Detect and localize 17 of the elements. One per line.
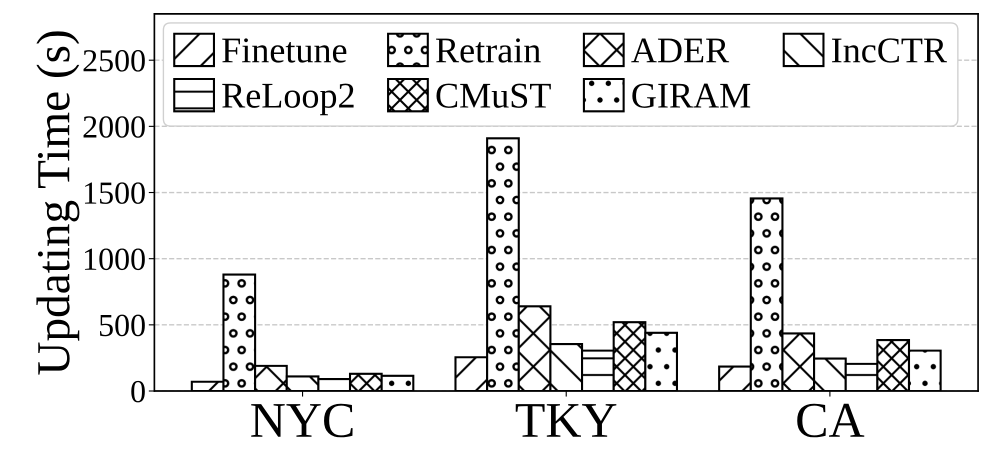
y-tick-label: 1000 [84,248,145,270]
y-tick-label: 1500 [84,182,145,204]
y-tick-label: 0 [131,380,145,402]
y-tick-label: 500 [100,314,145,336]
legend-label: IncCTR [832,38,947,63]
x-tick-label: NYC [251,404,353,438]
legend-label: GIRAM [632,84,750,108]
y-axis-title: Updating Time (s) [36,31,80,375]
legend-label: CMuST [436,84,551,108]
legend-label: Finetune [222,38,346,63]
legend-label: Retrain [436,38,541,63]
legend-label: ReLoop2 [222,84,354,116]
legend-label: ADER [631,38,730,62]
x-tick-label: CA [797,404,864,438]
y-tick-label: 2000 [84,116,145,138]
x-tick-label: TKY [516,404,616,437]
y-tick-label: 2500 [84,50,145,72]
